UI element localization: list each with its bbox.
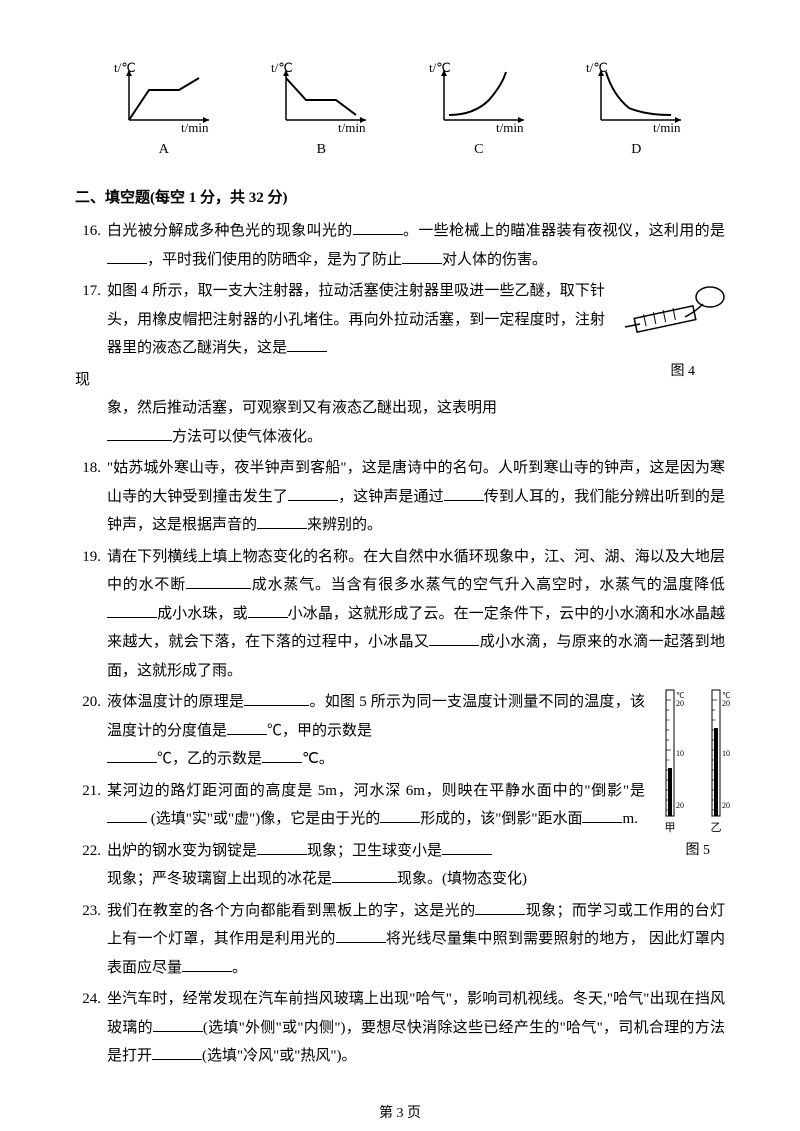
svg-text:20: 20 bbox=[722, 699, 730, 708]
q18-num: 18. bbox=[71, 454, 107, 540]
question-17b: 象，然后推动活塞，可观察到又有液态乙醚出现，这表明用方法可以使气体液化。 bbox=[75, 394, 725, 451]
blank bbox=[288, 483, 338, 501]
question-19: 19. 请在下列横线上填上物态变化的名称。在大自然中水循环现象中，江、河、湖、海… bbox=[75, 543, 725, 686]
svg-text:20: 20 bbox=[722, 801, 730, 810]
blank bbox=[107, 246, 147, 264]
fig4-label: 图 4 bbox=[671, 359, 696, 386]
q17-outdent: 现 bbox=[75, 366, 725, 395]
chart-a-svg: t/℃ t/min bbox=[109, 60, 219, 135]
chart-a: t/℃ t/min A bbox=[109, 60, 219, 164]
svg-text:t/min: t/min bbox=[653, 120, 681, 135]
chart-d: t/℃ t/min D bbox=[581, 60, 691, 164]
blank bbox=[107, 600, 157, 618]
blank bbox=[402, 246, 442, 264]
svg-text:t/℃: t/℃ bbox=[586, 60, 608, 75]
blank bbox=[244, 688, 309, 706]
page-footer: 第 3 页 bbox=[75, 1101, 725, 1128]
question-21: 21. 某河边的路灯距河面的高度是 5m，河水深 6m，则映在平静水面中的"倒影… bbox=[75, 777, 725, 834]
chart-b-label: B bbox=[317, 137, 326, 164]
chart-a-label: A bbox=[159, 137, 169, 164]
q17-body: 如图 4 所示，取一支大注射器，拉动活塞使注射器里吸进一些乙醚，取下针头，用橡皮… bbox=[107, 277, 725, 363]
question-23: 23. 我们在教室的各个方向都能看到黑板上的字，这是光的现象；而学习或工作用的台… bbox=[75, 897, 725, 983]
question-16: 16. 白光被分解成多种色光的现象叫光的。一些枪械上的瞄准器装有夜视仪，这利用的… bbox=[75, 217, 725, 274]
section-header: 二、填空题(每空 1 分，共 32 分) bbox=[75, 184, 725, 213]
chart-c: t/℃ t/min C bbox=[424, 60, 534, 164]
blank bbox=[257, 511, 307, 529]
q24-num: 24. bbox=[75, 985, 107, 1071]
q22-body: 出炉的钢水变为钢锭是现象；卫生球变小是现象；严冬玻璃窗上出现的冰花是现象。(填物… bbox=[107, 837, 725, 894]
svg-text:20: 20 bbox=[676, 801, 684, 810]
blank bbox=[444, 483, 484, 501]
thermometer-jia-icon: ℃ 20 10 20 bbox=[656, 688, 684, 818]
q20-num: 20. bbox=[75, 688, 107, 774]
blank bbox=[332, 865, 397, 883]
question-18: 18. "姑苏城外寒山寺，夜半钟声到客船"，这是唐诗中的名句。人听到寒山寺的钟声… bbox=[75, 454, 725, 540]
q23-num: 23. bbox=[75, 897, 107, 983]
blank bbox=[442, 837, 492, 855]
question-20: 20. 液体温度计的原理是。如图 5 所示为同一支温度计测量不同的温度，该温度计… bbox=[75, 688, 725, 774]
svg-text:20: 20 bbox=[676, 699, 684, 708]
blank bbox=[152, 1042, 202, 1060]
blank bbox=[107, 423, 172, 441]
q23-body: 我们在教室的各个方向都能看到黑板上的字，这是光的现象；而学习或工作用的台灯上有一… bbox=[107, 897, 725, 983]
chart-d-label: D bbox=[631, 137, 641, 164]
blank bbox=[257, 837, 307, 855]
q24-body: 坐汽车时，经常发现在汽车前挡风玻璃上出现"哈气"，影响司机视线。冬天,"哈气"出… bbox=[107, 985, 725, 1071]
svg-text:10: 10 bbox=[676, 749, 684, 758]
blank bbox=[107, 805, 147, 823]
chart-c-label: C bbox=[474, 137, 483, 164]
q20-q21-container: 20. 液体温度计的原理是。如图 5 所示为同一支温度计测量不同的温度，该温度计… bbox=[75, 688, 725, 834]
q21-num: 21. bbox=[75, 777, 107, 834]
question-22: 22. 出炉的钢水变为钢锭是现象；卫生球变小是现象；严冬玻璃窗上出现的冰花是现象… bbox=[75, 837, 725, 894]
svg-text:t/min: t/min bbox=[496, 120, 524, 135]
blank bbox=[380, 805, 420, 823]
question-24: 24. 坐汽车时，经常发现在汽车前挡风玻璃上出现"哈气"，影响司机视线。冬天,"… bbox=[75, 985, 725, 1071]
blank bbox=[227, 717, 267, 735]
chart-c-svg: t/℃ t/min bbox=[424, 60, 534, 135]
chart-b: t/℃ t/min B bbox=[266, 60, 376, 164]
q16-num: 16. bbox=[75, 217, 107, 274]
q21-body: 某河边的路灯距河面的高度是 5m，河水深 6m，则映在平静水面中的"倒影"是 (… bbox=[107, 777, 725, 834]
q19-num: 19. bbox=[75, 543, 107, 686]
chart-b-svg: t/℃ t/min bbox=[266, 60, 376, 135]
question-17: 17. 如图 4 所示，取一支大注射器，拉动活塞使注射器里吸进一些乙醚，取下针头… bbox=[75, 277, 725, 363]
q16-body: 白光被分解成多种色光的现象叫光的。一些枪械上的瞄准器装有夜视仪，这利用的是，平时… bbox=[107, 217, 725, 274]
svg-text:10: 10 bbox=[722, 749, 730, 758]
thermometer-figure: ℃ 20 10 20 甲 ℃ 20 10 20 乙 bbox=[656, 688, 730, 839]
syringe-icon bbox=[615, 282, 730, 337]
blank bbox=[153, 1014, 203, 1032]
blank bbox=[186, 571, 251, 589]
q20-body: 液体温度计的原理是。如图 5 所示为同一支温度计测量不同的温度，该温度计的分度值… bbox=[107, 688, 725, 774]
q17-num: 17. bbox=[75, 277, 107, 363]
chart-d-svg: t/℃ t/min bbox=[581, 60, 691, 135]
q22-num: 22. bbox=[75, 837, 107, 894]
blank bbox=[248, 600, 288, 618]
blank bbox=[262, 745, 302, 763]
svg-text:t/℃: t/℃ bbox=[429, 60, 451, 75]
svg-text:t/℃: t/℃ bbox=[114, 60, 136, 75]
thermometer-yi-icon: ℃ 20 10 20 bbox=[702, 688, 730, 818]
blank bbox=[353, 217, 403, 235]
blank bbox=[287, 334, 327, 352]
blank bbox=[336, 925, 386, 943]
q17b-body: 象，然后推动活塞，可观察到又有液态乙醚出现，这表明用方法可以使气体液化。 bbox=[107, 394, 725, 451]
blank bbox=[429, 628, 479, 646]
q18-body: "姑苏城外寒山寺，夜半钟声到客船"，这是唐诗中的名句。人听到寒山寺的钟声，这是因… bbox=[107, 454, 725, 540]
blank bbox=[182, 954, 232, 972]
svg-text:t/℃: t/℃ bbox=[271, 60, 293, 75]
blank bbox=[107, 745, 157, 763]
svg-text:t/min: t/min bbox=[181, 120, 209, 135]
blank bbox=[582, 805, 622, 823]
charts-row: t/℃ t/min A t/℃ t/min B t/℃ bbox=[75, 60, 725, 164]
q19-body: 请在下列横线上填上物态变化的名称。在大自然中水循环现象中，江、河、湖、海以及大地… bbox=[107, 543, 725, 686]
blank bbox=[475, 897, 525, 915]
svg-text:t/min: t/min bbox=[338, 120, 366, 135]
